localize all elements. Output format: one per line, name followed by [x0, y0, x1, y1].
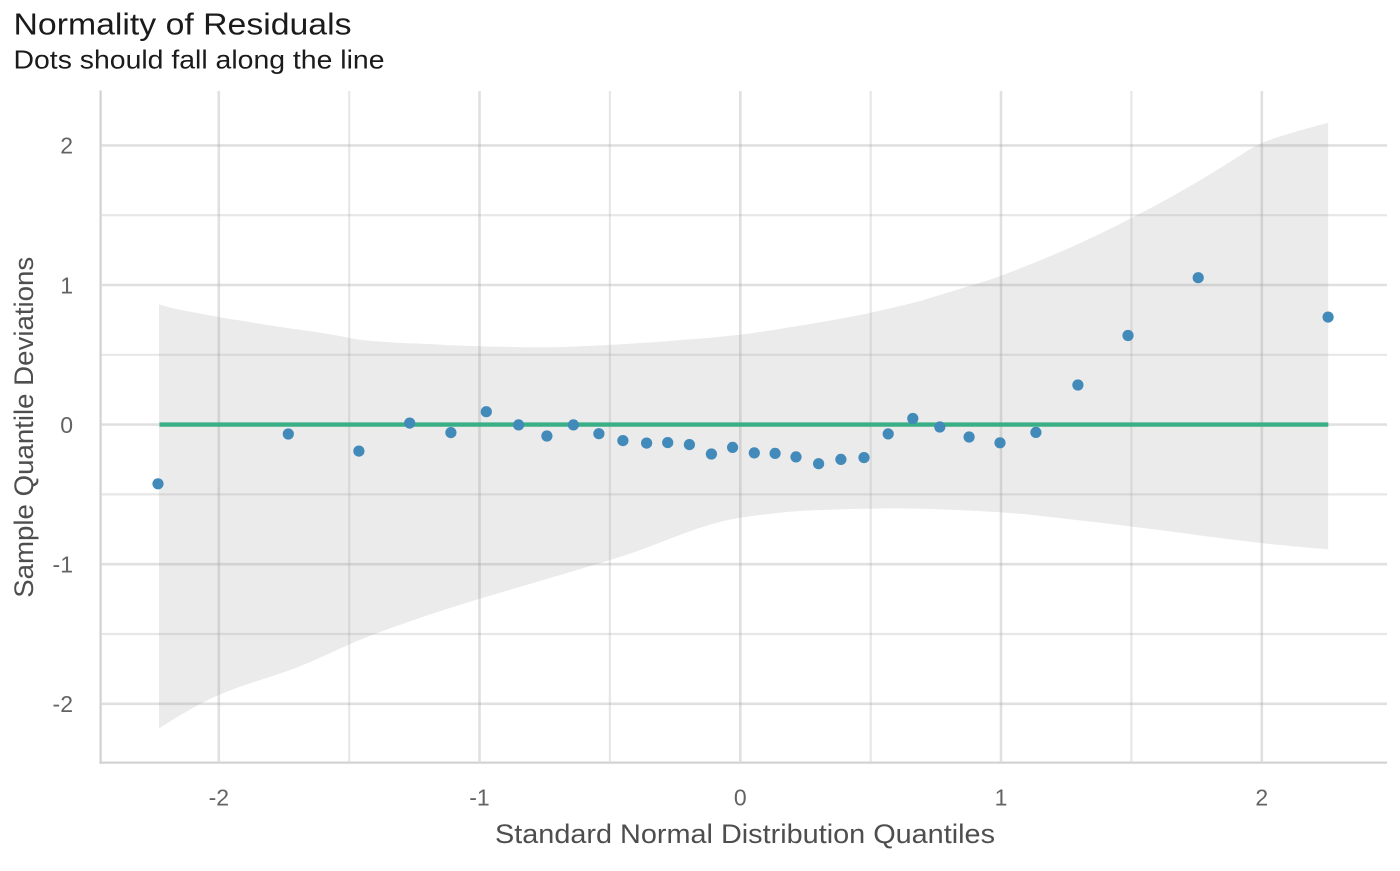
svg-text:2: 2	[60, 133, 73, 159]
svg-text:Sample Quantile Deviations: Sample Quantile Deviations	[9, 257, 39, 598]
svg-text:Dots should fall along the lin: Dots should fall along the line	[14, 44, 385, 74]
svg-text:-1: -1	[469, 785, 489, 811]
svg-text:1: 1	[995, 785, 1008, 811]
svg-text:-2: -2	[209, 785, 229, 811]
svg-text:2: 2	[1255, 785, 1268, 811]
svg-text:Standard Normal Distribution Q: Standard Normal Distribution Quantiles	[495, 819, 995, 849]
svg-text:1: 1	[60, 272, 73, 298]
svg-text:-1: -1	[53, 552, 73, 578]
svg-text:Normality of Residuals: Normality of Residuals	[14, 7, 352, 42]
svg-text:-2: -2	[53, 691, 73, 717]
svg-text:0: 0	[734, 785, 747, 811]
svg-text:0: 0	[60, 412, 73, 438]
